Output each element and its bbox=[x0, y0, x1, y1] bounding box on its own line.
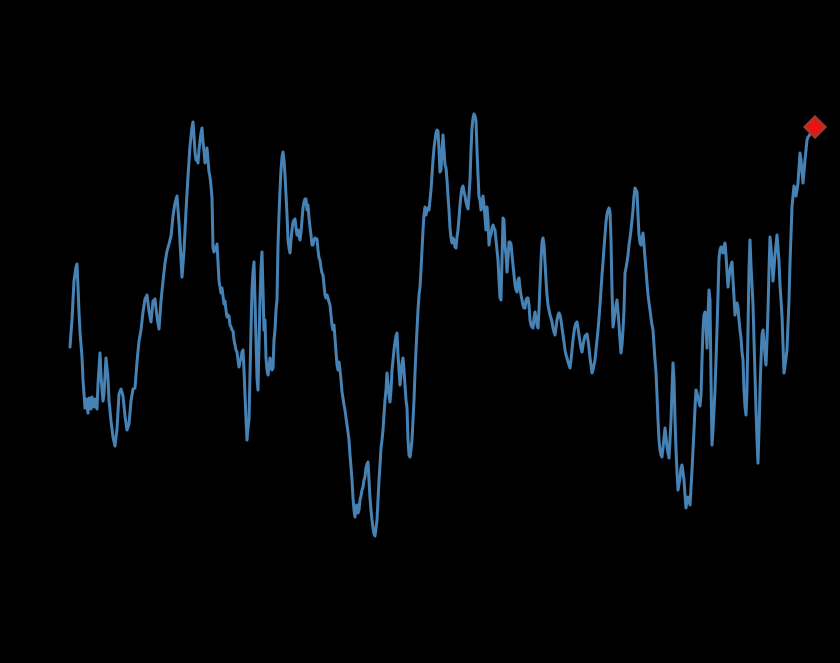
endpoint-marker-diamond-icon bbox=[802, 114, 828, 140]
random-walk-line bbox=[68, 112, 815, 538]
